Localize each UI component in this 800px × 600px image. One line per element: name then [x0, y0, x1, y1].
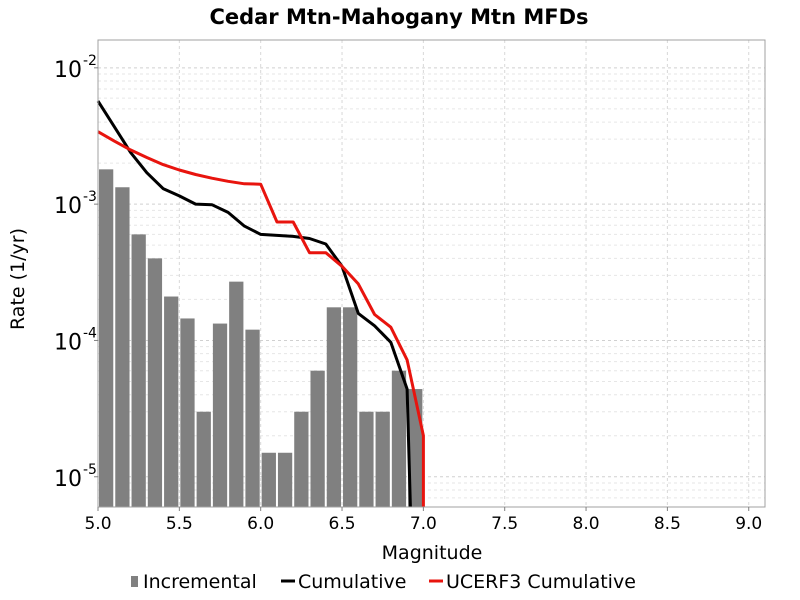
chart-title: Cedar Mtn-Mahogany Mtn MFDs [209, 5, 588, 29]
incremental-bar [196, 411, 211, 507]
incremental-bar [131, 234, 146, 507]
x-tick-label: 7.0 [410, 514, 437, 534]
legend-label: Cumulative [298, 571, 406, 593]
x-axis-ticks: 5.0 5.5 6.0 6.5 7.0 7.5 8.0 8.5 9.0 [84, 507, 762, 534]
incremental-bar [294, 411, 309, 507]
incremental-bar [115, 187, 130, 507]
x-tick-label: 5.0 [84, 514, 111, 534]
incremental-bar [343, 307, 358, 507]
cumulative-line [96, 100, 412, 508]
y-tick-label: 10-5 [54, 462, 97, 492]
incremental-bar [277, 452, 293, 507]
x-tick-label: 5.5 [166, 514, 193, 534]
legend: Incremental Cumulative UCERF3 Cumulative [131, 571, 636, 593]
x-tick-label: 8.0 [573, 514, 600, 534]
incremental-bar [99, 169, 114, 507]
incremental-bar [261, 452, 276, 507]
incremental-bar [164, 296, 179, 507]
x-tick-label: 6.0 [247, 514, 274, 534]
cumulative-lines [96, 100, 425, 508]
x-tick-label: 6.5 [329, 514, 356, 534]
legend-swatch-incremental [131, 576, 138, 587]
incremental-bar [326, 307, 342, 507]
x-axis-label: Magnitude [382, 542, 483, 564]
y-tick-label: 10-2 [54, 53, 97, 83]
y-tick-label: 10-4 [54, 325, 97, 355]
ucerf3-cumulative-line [97, 130, 425, 507]
legend-label: UCERF3 Cumulative [446, 571, 636, 593]
y-tick-label: 10-3 [54, 189, 97, 219]
incremental-bars [99, 169, 423, 507]
incremental-bar [391, 370, 407, 507]
x-tick-label: 9.0 [735, 514, 762, 534]
incremental-bar [212, 323, 228, 507]
x-tick-label: 7.5 [491, 514, 518, 534]
x-tick-label: 8.5 [654, 514, 681, 534]
incremental-bar [245, 329, 260, 507]
incremental-bar [375, 411, 390, 507]
incremental-bar [180, 318, 195, 507]
y-axis-label: Rate (1/yr) [7, 228, 29, 330]
plot-area [96, 39, 766, 508]
incremental-bar [359, 411, 374, 507]
incremental-bar [229, 281, 244, 507]
plot-border [97, 39, 766, 508]
legend-label: Incremental [143, 571, 257, 593]
y-axis-ticks: 10-5 10-4 10-3 10-2 [54, 53, 98, 492]
incremental-bar [310, 370, 325, 507]
incremental-bar [147, 258, 163, 507]
